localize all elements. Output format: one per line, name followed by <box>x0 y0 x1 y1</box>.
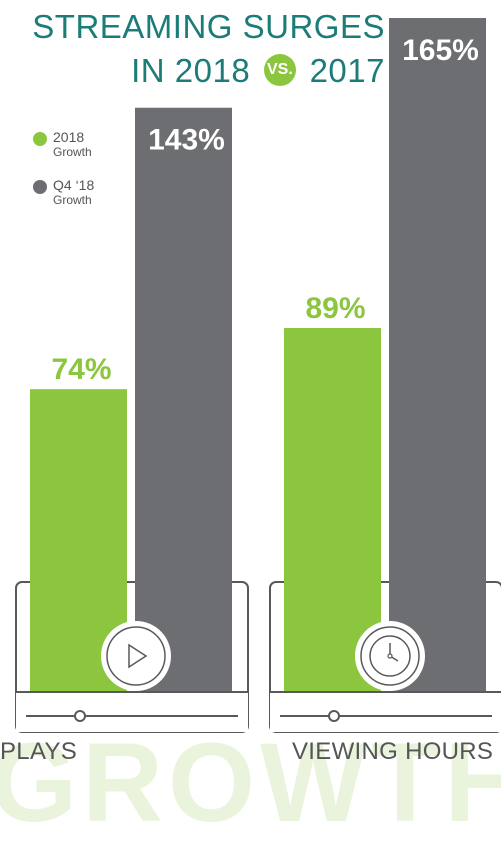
bar-gray-plays <box>135 107 232 691</box>
data-label: 89% <box>305 292 365 325</box>
device-base <box>270 692 501 732</box>
scrubber-handle <box>74 710 86 722</box>
legend-label: 2018 <box>53 129 85 145</box>
clock-center <box>387 653 393 659</box>
icon-ring <box>360 626 420 686</box>
legend-sublabel: Growth <box>53 145 92 159</box>
legend-sublabel: Growth <box>53 193 92 207</box>
vs-badge: VS. <box>263 54 296 87</box>
title-2018: IN 2018 <box>131 52 251 89</box>
legend-swatch-green <box>33 132 47 146</box>
clock-icon <box>369 635 411 677</box>
legend-label: Q4 ‘18 <box>53 177 95 193</box>
title-line-2: IN 2018 VS. 2017 <box>131 54 385 89</box>
bar-gray-viewing-hours <box>389 18 486 691</box>
legend-swatch-gray <box>33 180 47 194</box>
device-base <box>16 692 248 732</box>
data-label: 165% <box>402 34 479 67</box>
play-icon <box>128 643 148 669</box>
icon-ring <box>106 626 166 686</box>
title-2017: 2017 <box>309 52 385 89</box>
data-label: 143% <box>148 124 225 157</box>
bar-chart: 74% 89% 143% 165% <box>15 18 501 733</box>
bar-green-viewing-hours <box>284 327 381 691</box>
category-label-viewing-hours: VIEWING HOURS <box>292 738 494 765</box>
title-line-1: STREAMING SURGES <box>32 8 385 45</box>
data-label: 74% <box>51 353 111 386</box>
category-label-plays: PLAYS <box>0 738 78 765</box>
scrubber-handle <box>328 710 340 722</box>
icon-badge <box>101 621 171 691</box>
